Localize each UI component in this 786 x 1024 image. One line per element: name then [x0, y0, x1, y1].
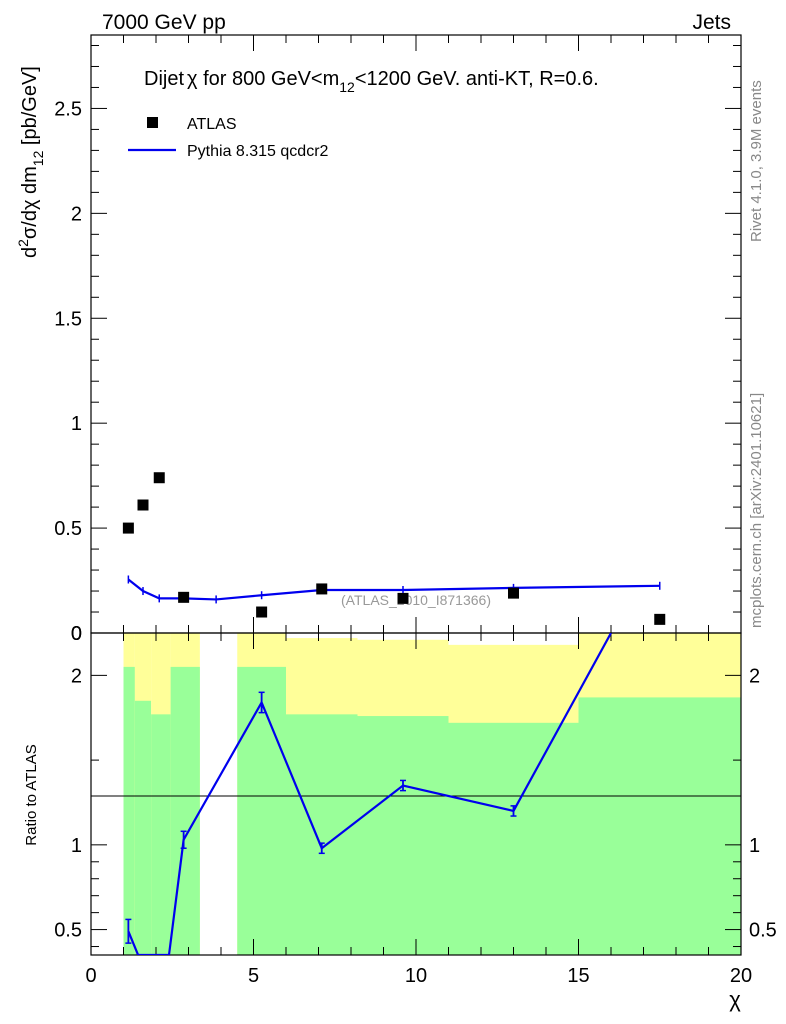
legend-atlas-label: ATLAS	[187, 116, 237, 133]
header-right: Jets	[692, 11, 731, 34]
atlas-point	[153, 472, 165, 484]
legend-mc-label: Pythia 8.315 qcdcr2	[187, 143, 329, 160]
lower-y-tick-label-right: 1	[749, 835, 760, 857]
green-band	[237, 666, 286, 955]
mc-line	[127, 578, 660, 601]
green-band	[286, 714, 358, 955]
header-left: 7000 GeV pp	[102, 11, 226, 34]
lower-axis-ticks: 0.5 0.51 12 20 5 10 15 20	[54, 633, 777, 987]
atlas-point	[654, 613, 666, 625]
x-tick-label: 15	[567, 965, 589, 987]
upper-y-tick-label: 0	[71, 623, 82, 645]
upper-y-tick-label: 1.5	[54, 308, 82, 330]
atlas-point	[256, 606, 268, 618]
upper-y-tick-label: 0.5	[54, 518, 82, 540]
green-band	[357, 716, 449, 955]
rivet-label: Rivet 4.1.0, 3.9M events	[748, 80, 765, 242]
x-tick-label: 10	[405, 965, 427, 987]
legend-atlas-marker	[147, 117, 158, 128]
plot-title: Dijet χ for 800 GeV<m12<1200 GeV. anti-KT…	[144, 68, 599, 95]
atlas-point	[316, 583, 328, 595]
atlas-point	[122, 522, 134, 534]
upper-axis-ticks: 00.511.522.50	[54, 35, 742, 645]
analysis-watermark: (ATLAS_2010_I871366)	[341, 592, 491, 608]
green-band	[134, 700, 152, 955]
lower-data-layer	[125, 633, 612, 955]
x-tick-label: 20	[730, 965, 752, 987]
lower-y-tick-label: 1	[71, 835, 82, 857]
atlas-point	[137, 499, 149, 511]
green-band	[578, 697, 741, 955]
uncertainty-bands	[123, 633, 741, 955]
legend: ATLAS Pythia 8.315 qcdcr2	[128, 116, 329, 160]
green-band	[151, 714, 171, 955]
mcplots-label: mcplots.cern.ch [arXiv:2401.10621]	[748, 393, 765, 628]
x-tick-label: 5	[248, 965, 259, 987]
upper-y-tick-label: 2.5	[54, 98, 82, 120]
lower-y-tick-label: 0.5	[54, 920, 82, 942]
upper-y-label: d2σ/dχ dm12 [pb/GeV]	[15, 66, 46, 258]
atlas-point	[178, 591, 190, 603]
upper-y-tick-label: 1	[71, 413, 82, 435]
upper-y-tick-label: 0	[71, 623, 82, 645]
upper-data-layer	[122, 472, 666, 625]
lower-y-tick-label-right: 2	[749, 665, 760, 687]
lower-y-label: Ratio to ATLAS	[23, 744, 40, 845]
lower-y-tick-label: 2	[71, 665, 82, 687]
atlas-point	[397, 592, 409, 604]
green-band	[448, 722, 579, 955]
atlas-point	[508, 587, 519, 599]
upper-y-tick-label: 2	[71, 203, 82, 225]
x-tick-label: 0	[85, 965, 96, 987]
green-band	[123, 666, 135, 955]
x-axis-label: χ	[729, 987, 741, 1012]
lower-y-tick-label-right: 0.5	[749, 920, 777, 942]
